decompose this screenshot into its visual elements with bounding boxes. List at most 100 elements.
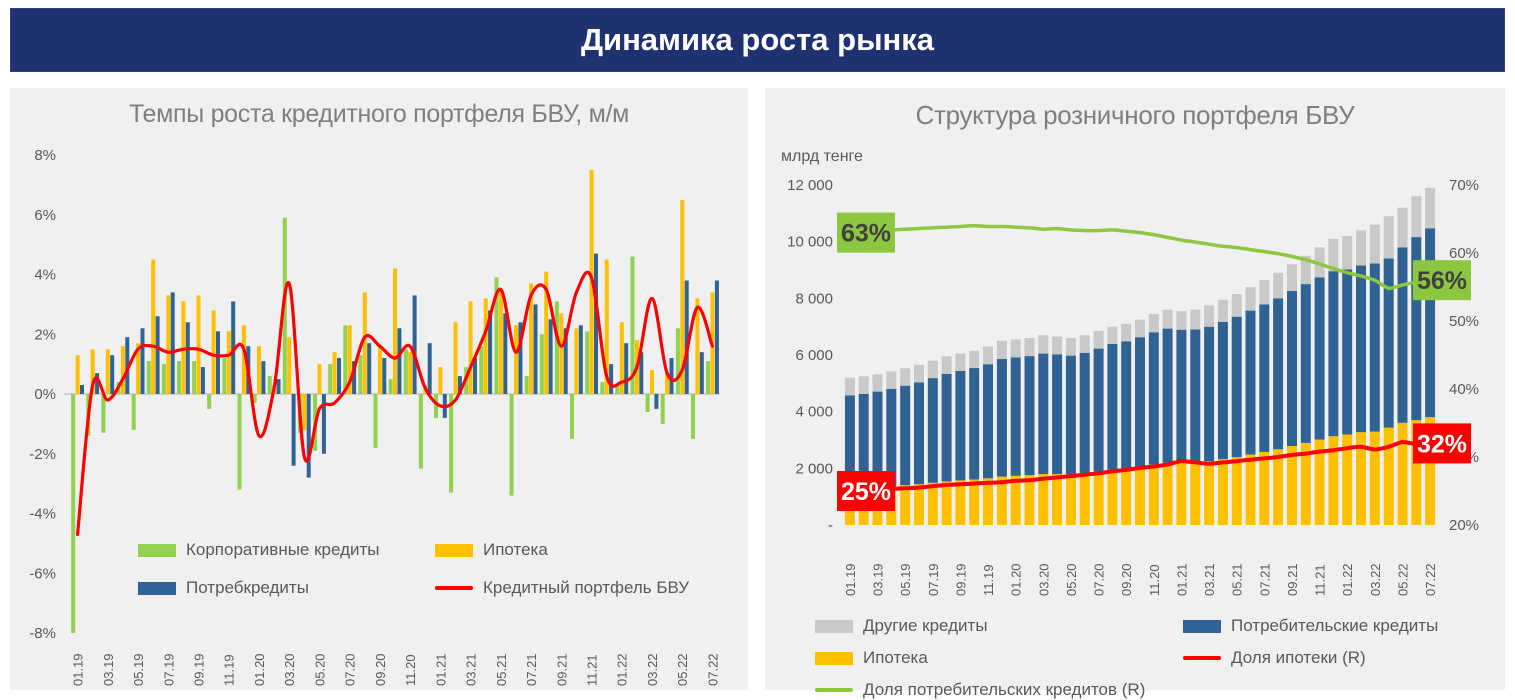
bar xyxy=(544,271,549,394)
mortgage-bar-segment xyxy=(969,479,980,525)
mortgage-bar-segment xyxy=(1259,452,1270,525)
mortgage-share-line xyxy=(847,439,1433,493)
consumer-bar-segment xyxy=(969,368,980,480)
bar xyxy=(257,346,261,394)
consumer-bar-segment xyxy=(1231,316,1242,458)
mortgage-bar-segment xyxy=(1190,462,1201,525)
x-axis-labels: 01.19 03.19 05.19 07.19 09.19 11.19 01.20 03.20… xyxy=(71,653,721,686)
consumer-bar-segment xyxy=(1010,357,1021,476)
x-tick: 01.21 xyxy=(433,653,448,686)
mortgage-bar-segment xyxy=(1107,469,1118,525)
consumer-bar-segment xyxy=(1342,269,1353,435)
bar xyxy=(574,328,579,394)
consumer-bar-segment xyxy=(886,388,897,487)
x-tick: 01.20 xyxy=(252,653,267,686)
bar xyxy=(105,349,110,394)
x-tick: 07.19 xyxy=(161,653,176,686)
x-tick: 11.19 xyxy=(222,654,237,686)
x-tick: 05.19 xyxy=(898,563,913,596)
x-tick: 11.21 xyxy=(1313,564,1328,596)
bar xyxy=(352,361,357,394)
bar xyxy=(403,349,408,394)
legend-label: Кредитный портфель БВУ xyxy=(483,578,690,597)
mortgage-bar-segment xyxy=(1038,474,1049,525)
bar xyxy=(654,394,659,409)
x-tick: 09.19 xyxy=(192,653,207,686)
consumer-bar-segment xyxy=(1093,348,1104,472)
consumer-bar-segment xyxy=(1148,332,1159,465)
consumer-bar-segment xyxy=(1397,247,1408,423)
x-tick: 03.20 xyxy=(282,653,297,686)
left-chart-panel: Темпы роста кредитного портфеля БВУ, м/м… xyxy=(10,88,748,690)
x-axis-labels: 01.19 03.19 05.19 07.19 09.19 11.19 01.20 03.20… xyxy=(843,563,1438,596)
legend-item-other: Другие кредиты xyxy=(815,616,988,636)
mortgage-bar-segment xyxy=(927,482,938,525)
bar xyxy=(609,364,614,394)
legend-item-consumer: Потребкредиты xyxy=(138,578,309,598)
x-tick: 05.19 xyxy=(131,653,146,686)
bar xyxy=(397,328,402,394)
mortgage-bar-segment xyxy=(1383,427,1394,525)
y-tick: 70% xyxy=(1449,177,1479,194)
bar xyxy=(473,358,477,394)
x-tick: 09.20 xyxy=(373,653,388,686)
svg-text:56%: 56% xyxy=(1417,267,1467,295)
other-bar-segment xyxy=(1300,255,1311,285)
other-bar-segment xyxy=(941,356,952,374)
y-tick: -2% xyxy=(29,446,56,463)
bar-series-0 xyxy=(71,217,711,633)
x-tick: 05.21 xyxy=(1230,563,1245,596)
mortgage-bar-segment xyxy=(1356,432,1366,525)
other-bar-segment xyxy=(914,364,924,383)
other-bar-segment xyxy=(1328,238,1339,272)
bar xyxy=(110,355,115,394)
bar xyxy=(216,331,220,394)
y-tick: 8 000 xyxy=(795,290,833,307)
bar xyxy=(570,394,574,439)
y-axis-labels: 8% 6% 4% 2% 0% -2% -4% -6% -8% xyxy=(29,147,56,642)
y-tick: 2 000 xyxy=(795,460,833,477)
legend-label: Корпоративные кредиты xyxy=(186,540,380,559)
consumer-bar-segment xyxy=(1121,341,1132,469)
other-bar-segment xyxy=(1052,336,1063,355)
bar xyxy=(594,253,598,394)
mortgage-bar-segment xyxy=(900,485,911,525)
bar xyxy=(95,373,100,394)
bar xyxy=(503,313,508,394)
consumer-bar-segment xyxy=(1259,304,1270,452)
legend-item-consumer-share: Доля потребительских кредитов (R) xyxy=(815,680,1145,700)
consumer-share-line xyxy=(848,224,1432,291)
bar xyxy=(434,394,438,418)
retail-structure-chart: 12 000 10 000 8 000 6 000 4 000 2 000 - 70% 60% 5… xyxy=(787,177,1479,596)
bar xyxy=(337,358,341,394)
mortgage-bar-segment xyxy=(1328,436,1339,525)
bar xyxy=(524,376,529,394)
y-tick: 8% xyxy=(34,147,56,164)
bar xyxy=(192,361,197,394)
y-tick: - xyxy=(828,517,833,534)
legend-label: Доля ипотеки (R) xyxy=(1231,648,1366,667)
portfolio-line xyxy=(75,270,714,537)
bar xyxy=(639,352,644,394)
mortgage-bar-segment xyxy=(1369,431,1380,525)
x-tick: 09.19 xyxy=(953,563,968,596)
consumer-bar-segment xyxy=(996,358,1007,477)
bar xyxy=(161,364,166,394)
mortgage-bar-segment xyxy=(914,484,924,525)
bar xyxy=(237,394,242,490)
svg-text:63%: 63% xyxy=(841,220,891,248)
bar xyxy=(382,358,387,394)
bar xyxy=(514,325,518,394)
other-bar-segment xyxy=(872,374,883,392)
y-tick: 50% xyxy=(1449,313,1479,330)
bar xyxy=(276,379,281,394)
consumer-bar-segment xyxy=(1287,290,1297,446)
bar xyxy=(131,394,136,430)
bar xyxy=(563,328,568,394)
bar xyxy=(328,364,333,394)
mortgage-bar-segment xyxy=(1425,417,1436,525)
consumer-bar-segment xyxy=(1425,228,1436,418)
stacked-bars xyxy=(844,187,1436,525)
bar xyxy=(453,322,458,394)
x-tick: 07.20 xyxy=(343,653,358,686)
